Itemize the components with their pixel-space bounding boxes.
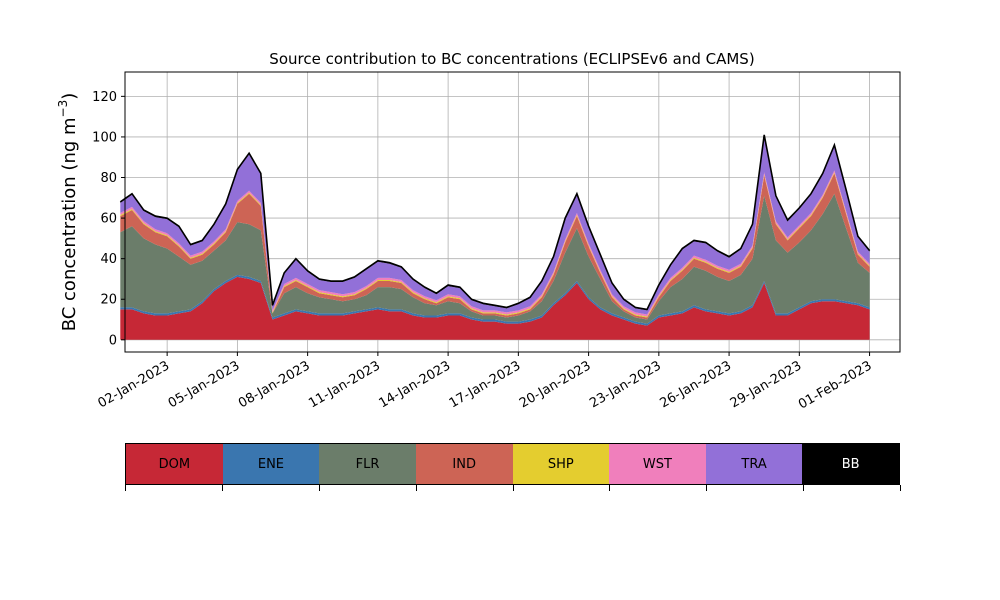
y-tick-label: 100 <box>92 130 117 145</box>
x-tick-label: 02-Jan-2023 <box>96 358 173 411</box>
y-tick-label: 20 <box>100 293 117 308</box>
y-axis-label-close: ) <box>59 93 80 100</box>
total-concentration-line <box>119 134 871 311</box>
legend-shp: SHP <box>512 444 610 484</box>
y-tick-label: 0 <box>109 333 117 348</box>
x-tick-label: 05-Jan-2023 <box>166 358 243 411</box>
x-axis: 02-Jan-202305-Jan-202308-Jan-202311-Jan-… <box>96 352 875 412</box>
x-tick-label: 26-Jan-2023 <box>657 358 734 411</box>
x-tick-label: 11-Jan-2023 <box>306 358 383 411</box>
legend-wst: WST <box>609 444 706 484</box>
legend-ene: ENE <box>222 444 320 484</box>
x-tick-label: 14-Jan-2023 <box>377 358 454 411</box>
legend-bb: BB <box>802 444 899 484</box>
x-tick-label: 17-Jan-2023 <box>447 358 524 411</box>
legend-ind: IND <box>415 444 513 484</box>
legend-tick <box>125 485 126 491</box>
area-ene <box>120 274 870 326</box>
legend-ticks <box>125 485 901 491</box>
x-tick-label: 29-Jan-2023 <box>728 358 805 411</box>
total-line <box>119 134 871 311</box>
y-axis: 0 20 40 60 80 100 120 <box>92 90 125 348</box>
x-tick-label: 20-Jan-2023 <box>517 358 594 411</box>
legend-tick <box>803 485 805 491</box>
legend-dom: DOM <box>126 444 223 484</box>
y-tick-label: 40 <box>100 252 117 267</box>
stacked-areas <box>120 134 870 340</box>
legend-tick <box>512 485 514 491</box>
x-tick-label: 01-Feb-2023 <box>796 358 875 412</box>
legend-flr: FLR <box>319 444 416 484</box>
legend-tick <box>318 485 320 491</box>
y-tick-label: 120 <box>92 90 117 105</box>
x-tick-label: 08-Jan-2023 <box>236 358 313 411</box>
legend-tick <box>706 485 708 491</box>
legend-tick <box>900 485 901 491</box>
area-dom <box>120 276 870 340</box>
legend-tick <box>609 485 611 491</box>
y-axis-label-main: BC concentration (ng m <box>59 117 80 331</box>
y-axis-label: BC concentration (ng m−3) <box>56 93 80 332</box>
legend-tick <box>415 485 417 491</box>
x-tick-label: 23-Jan-2023 <box>587 358 664 411</box>
legend-tra: TRA <box>705 444 803 484</box>
plot-frame <box>124 71 901 353</box>
chart-title: Source contribution to BC concentrations… <box>269 50 754 68</box>
legend-colorbar: DOM ENE FLR IND SHP WST TRA BB <box>125 443 900 485</box>
y-tick-label: 80 <box>100 171 117 186</box>
area-flr <box>120 193 870 324</box>
legend-tick <box>221 485 223 491</box>
y-axis-label-exponent: −3 <box>56 100 70 118</box>
y-tick-label: 60 <box>100 212 117 227</box>
